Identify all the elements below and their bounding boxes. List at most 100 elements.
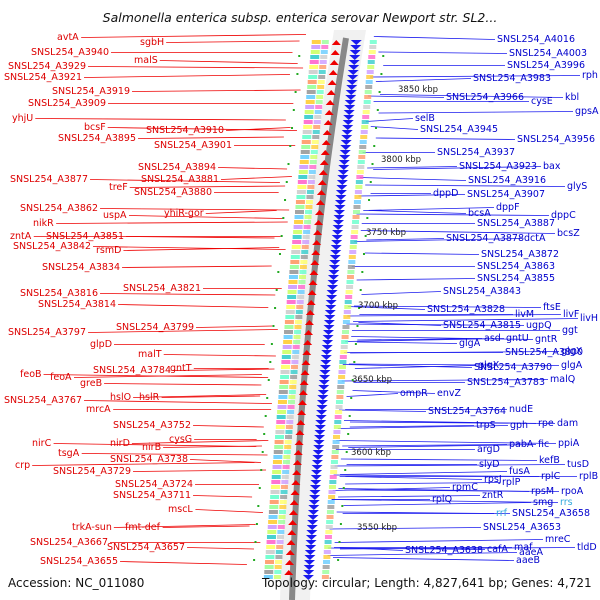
gene-label[interactable]: dppD [433,188,458,199]
gene-label[interactable]: SNSL254_A3956 [517,134,595,145]
gene-label[interactable]: cysG [169,434,192,445]
gene-label[interactable]: SNSL254_A3783 [467,377,545,388]
gene-label[interactable]: fic [538,439,549,450]
gene-label[interactable]: ppiA [558,438,580,449]
gene-label[interactable]: glgA [459,338,481,349]
gene-label[interactable]: slyD [479,459,500,470]
gene-label[interactable]: mscL [168,504,193,515]
gene-label[interactable]: malQ [550,374,575,385]
gene-label[interactable]: treF [109,182,128,193]
gene-label[interactable]: nikR [33,218,54,229]
gene-label[interactable]: SNSL254_A3834 [42,262,120,273]
gene-label[interactable]: SNSL254_A3881 [141,174,219,185]
gene-label[interactable]: tusD [567,459,589,470]
gene-label[interactable]: SNSL254_A3929 [8,61,86,72]
gene-label[interactable]: SNSL254_A3894 [138,162,216,173]
gene-label[interactable]: fusA [509,466,530,477]
gene-label[interactable]: SNSL254_A3851 [46,231,124,242]
gene-label[interactable]: rph [582,70,598,81]
gene-label[interactable]: kbl [565,92,579,103]
gene-label[interactable]: rpe [538,418,554,429]
gene-label[interactable]: SNSL254_A3895 [58,133,136,144]
gene-label[interactable]: livH [580,313,598,324]
gene-label[interactable]: SNSL254_A3711 [113,490,191,501]
gene-label[interactable]: SNSL254_A3916 [468,175,546,186]
gene-label[interactable]: SNSL254_A3738 [110,454,188,465]
gene-label[interactable]: rrf [496,508,508,519]
gene-label[interactable]: SNSL254_A3919 [52,86,130,97]
gene-label[interactable]: glgA [561,360,583,371]
gene-label[interactable]: avtA [57,32,79,43]
gene-label[interactable]: tsgA [58,448,80,459]
gene-label[interactable]: SNSL254_A3790 [474,362,552,373]
right-gene-labels[interactable]: SNSL254_A4016 SNSL254_A4003 SNSL254_A399… [400,34,599,566]
gene-label[interactable]: malS [134,55,158,66]
gene-label[interactable]: SNSL254_A3855 [477,273,555,284]
gene-label[interactable]: livF [563,309,579,320]
gene-label[interactable]: nirC [32,438,52,449]
gene-label[interactable]: SNSL254_A3923 [459,161,537,172]
gene-label[interactable]: SNSL254_A3800 [505,347,583,358]
gene-label[interactable]: SNSL254_A3815 [443,320,521,331]
gene-label[interactable]: bax [543,161,561,172]
gene-label[interactable]: feoA [50,372,72,383]
gene-label[interactable]: SNSL254_A3816 [20,288,98,299]
gene-label[interactable]: SNSL254_A3909 [28,98,106,109]
gene-label[interactable]: SNSL254_A3983 [473,73,551,84]
gene-label[interactable]: SNSL254_A3814 [38,299,116,310]
gene-label[interactable]: bcsZ [557,228,580,239]
gene-label[interactable]: uspA [103,210,127,221]
gene-label[interactable]: SNSL254_A3797 [8,327,86,338]
gene-label[interactable]: SNSL254_A3996 [507,60,585,71]
gene-label[interactable]: SNSL254_A3752 [113,420,191,431]
gene-label[interactable]: SNSL254_A3764 [428,406,506,417]
gene-label[interactable]: SNSL254_A3767 [4,395,82,406]
gene-label[interactable]: dppF [496,202,520,213]
gene-label[interactable]: gntU [506,333,529,344]
gene-label[interactable]: gpsA [575,106,599,117]
gene-label[interactable]: rplQ [432,494,452,505]
gene-label[interactable]: glgX [561,346,583,357]
gene-label[interactable]: asd [484,333,501,344]
gene-label[interactable]: trpS [476,420,496,431]
gene-label[interactable]: nudE [509,404,533,415]
gene-label[interactable]: SNSL254_A3945 [420,124,498,135]
gene-label[interactable]: gph [510,420,528,431]
gene-label[interactable]: ggt [562,325,578,336]
gene-label[interactable]: envZ [437,388,461,399]
gene-label[interactable]: SNSL254_A3638 [405,545,483,556]
gene-label[interactable]: rplB [579,471,598,482]
gene-label[interactable]: bcsF [84,122,106,133]
gene-label[interactable]: smg [533,497,553,508]
gene-label[interactable]: ftsE [543,302,561,313]
gene-label[interactable]: dctA [524,233,546,244]
gene-label[interactable]: rplP [502,477,521,488]
gene-label[interactable]: SNSL254_A3940 [31,47,109,58]
gene-label[interactable]: SNSL254_A3799 [116,322,194,333]
gene-label[interactable]: dppC [551,210,576,221]
gene-label[interactable]: sgbH [140,37,164,48]
gene-label[interactable]: tldD [577,542,597,553]
gene-label[interactable]: SNSL254_A3937 [437,147,515,158]
gene-label[interactable]: aaeA [519,547,543,558]
gene-label[interactable]: SNSL254_A3842 [13,241,91,252]
gene-label[interactable]: malT [138,349,162,360]
gene-label[interactable]: greB [80,378,102,389]
gene-label[interactable]: fmt-def [125,522,161,533]
gene-label[interactable]: glyS [567,181,587,192]
gene-label[interactable]: SNSL254_A3863 [477,261,555,272]
gene-label[interactable]: SNSL254_A3828 [427,304,505,315]
gene-label[interactable]: SNSL254_A3907 [467,189,545,200]
gene-label[interactable]: SNSL254_A3667 [30,537,108,548]
gene-label[interactable]: argD [477,444,500,455]
gene-label[interactable]: SNSL254_A3901 [154,140,232,151]
gene-label[interactable]: gntR [535,334,558,345]
gene-label[interactable]: SNSL254_A3887 [477,218,555,229]
gene-label[interactable]: rplC [541,471,561,482]
gene-label[interactable]: SNSL254_A3657 [107,542,185,553]
gene-label[interactable]: bcsA [468,208,491,219]
gene-label[interactable]: cysE [531,96,553,107]
gene-label[interactable]: feoB [20,369,42,380]
gene-label[interactable]: SNSL254_A3843 [443,286,521,297]
